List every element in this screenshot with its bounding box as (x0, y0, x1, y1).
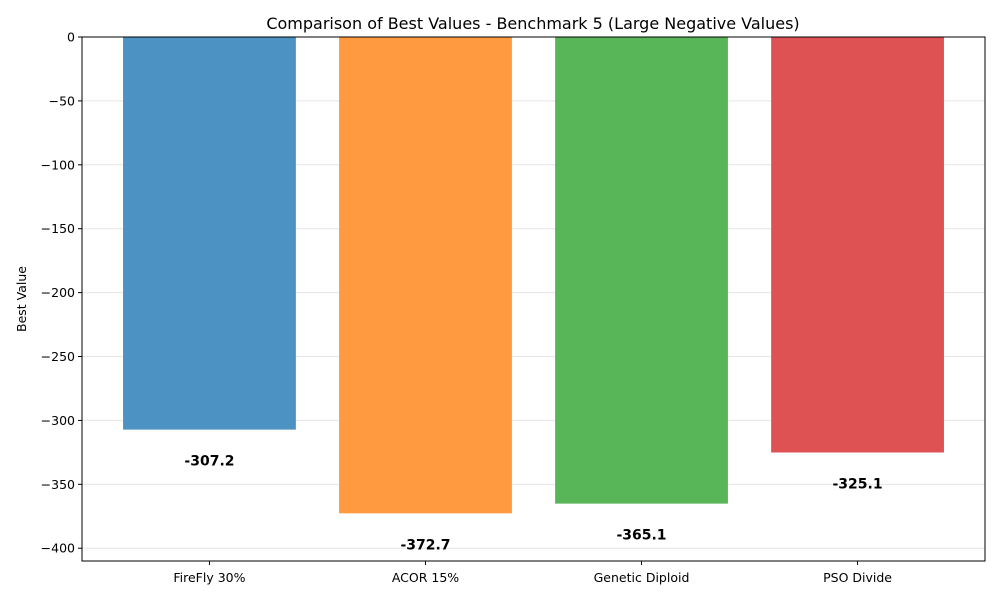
x-tick-label: FireFly 30% (173, 570, 245, 585)
bar (339, 37, 512, 514)
y-tick-label: −50 (49, 93, 75, 108)
y-tick-label: −350 (41, 477, 75, 492)
y-tick-label: −400 (41, 541, 75, 556)
bar (555, 37, 728, 504)
x-tick-label: ACOR 15% (392, 570, 459, 585)
y-tick-label: −300 (41, 413, 75, 428)
plot-frame (81, 36, 986, 562)
x-tick-label: Genetic Diploid (594, 570, 690, 585)
x-tick-label: PSO Divide (823, 570, 892, 585)
x-axis-ticks: FireFly 30% ACOR 15% Genetic Diploid PSO Di… (173, 561, 892, 585)
y-axis-title: Best Value (14, 266, 29, 332)
bar-value-label: -372.7 (400, 537, 450, 553)
bar (123, 37, 296, 430)
y-tick-label: −150 (41, 221, 75, 236)
data-labels: -307.2 -372.7 -365.1 -325.1 (184, 454, 882, 554)
y-tick-label: −100 (41, 157, 75, 172)
bars (123, 37, 944, 514)
y-tick-label: −200 (41, 285, 75, 300)
y-axis-ticks: 0 −50 −100 −150 −200 −250 −300 −350 −400 (41, 30, 82, 556)
bar (771, 37, 944, 453)
chart-title: Comparison of Best Values - Benchmark 5 … (266, 14, 799, 33)
y-tick-label: 0 (67, 30, 75, 45)
bar-value-label: -365.1 (616, 528, 666, 544)
bar-value-label: -307.2 (184, 454, 234, 470)
bar-value-label: -325.1 (832, 476, 882, 492)
y-tick-label: −250 (41, 349, 75, 364)
